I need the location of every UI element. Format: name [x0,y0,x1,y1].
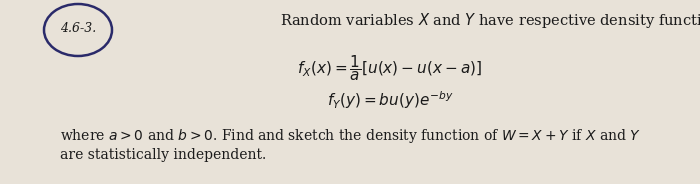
Text: where $a > 0$ and $b > 0$. Find and sketch the density function of $W = X + Y$ i: where $a > 0$ and $b > 0$. Find and sket… [60,127,641,145]
Text: 4.6-3.: 4.6-3. [60,22,96,35]
Text: Random variables $X$ and $Y$ have respective density functions: Random variables $X$ and $Y$ have respec… [280,10,700,29]
Text: are statistically independent.: are statistically independent. [60,148,266,162]
Text: $f_X(x) = \dfrac{1}{a}[u(x) - u(x-a)]$: $f_X(x) = \dfrac{1}{a}[u(x) - u(x-a)]$ [298,53,482,83]
Text: $f_Y(y) = bu(y)e^{-by}$: $f_Y(y) = bu(y)e^{-by}$ [327,89,453,111]
